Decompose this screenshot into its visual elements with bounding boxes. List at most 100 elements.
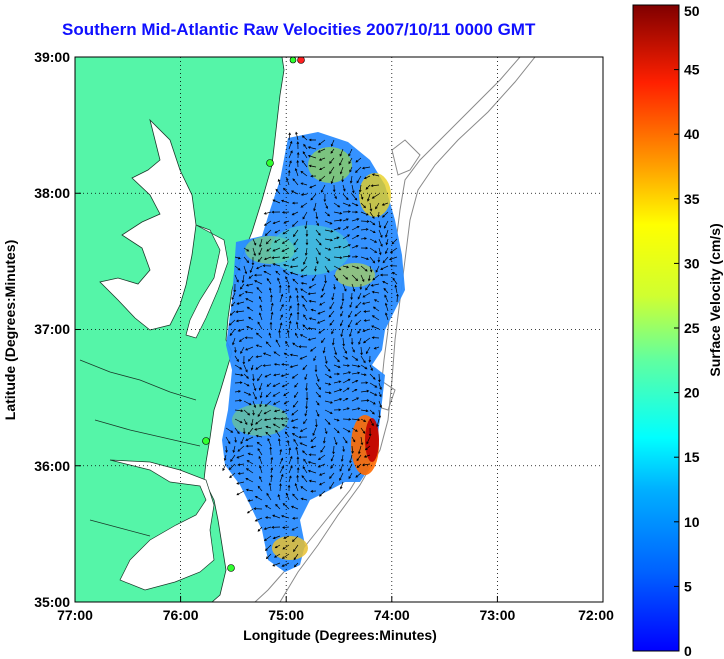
velocity-arrow xyxy=(377,256,381,263)
velocity-arrow xyxy=(368,427,372,437)
velocity-arrow xyxy=(222,463,227,472)
velocity-arrow xyxy=(371,173,380,177)
velocity-arrow xyxy=(231,292,236,301)
velocity-arrow xyxy=(281,514,290,519)
velocity-arrow xyxy=(272,514,281,519)
velocity-arrow xyxy=(279,483,282,492)
velocity-arrow xyxy=(262,352,272,357)
velocity-arrow xyxy=(244,336,254,340)
velocity-arrow xyxy=(289,271,299,276)
velocity-arrow xyxy=(243,382,250,387)
velocity-arrow xyxy=(244,290,254,294)
velocity-arrow xyxy=(296,456,300,465)
velocity-arrow xyxy=(342,226,349,231)
velocity-arrow xyxy=(304,373,308,381)
velocity-arrow xyxy=(301,475,308,483)
velocity-arrow xyxy=(370,184,380,188)
velocity-arrow xyxy=(381,202,389,206)
velocity-arrow xyxy=(289,353,299,357)
velocity-arrow xyxy=(291,256,299,261)
velocity-arrow xyxy=(333,227,341,231)
colorbar-tick-label: 20 xyxy=(684,385,700,401)
station-marker-1 xyxy=(297,57,305,64)
velocity-arrow xyxy=(360,220,370,223)
velocity-arrow xyxy=(234,274,239,283)
velocity-arrow xyxy=(246,508,254,514)
velocity-arrow xyxy=(252,391,257,400)
velocity-arrow xyxy=(281,247,290,252)
lon-tick-label: 75:00 xyxy=(268,607,304,623)
velocity-arrow xyxy=(266,277,272,285)
velocity-arrow xyxy=(264,373,272,378)
velocity-arrow xyxy=(360,389,370,393)
velocity-arrow xyxy=(303,256,308,265)
velocity-arrow xyxy=(391,272,398,276)
velocity-arrow xyxy=(342,427,351,433)
velocity-arrow xyxy=(291,535,299,543)
velocity-arrow xyxy=(324,355,328,364)
velocity-arrow xyxy=(348,472,353,480)
velocity-arrow xyxy=(351,407,361,411)
velocity-arrow xyxy=(351,379,359,384)
velocity-arrow xyxy=(351,218,360,222)
velocity-arrow xyxy=(288,455,293,465)
velocity-arrow xyxy=(270,311,274,321)
colorbar-ticks: 0 5 10 15 20 25 30 35 40 45 50 xyxy=(674,3,700,659)
velocity-arrow xyxy=(246,325,254,330)
velocity-arrow xyxy=(329,166,335,175)
velocity-arrow xyxy=(308,164,317,168)
velocity-arrow xyxy=(384,312,389,321)
velocity-arrow xyxy=(324,256,331,261)
velocity-arrow xyxy=(281,562,290,567)
velocity-arrow xyxy=(292,342,299,348)
colorbar-tick-label: 10 xyxy=(684,514,700,530)
velocity-arrow xyxy=(225,445,228,454)
velocity-arrow xyxy=(272,391,281,397)
velocity-arrow xyxy=(234,427,240,435)
velocity-arrow xyxy=(348,463,353,472)
velocity-arrow xyxy=(372,306,380,312)
velocity-arrow xyxy=(296,311,300,321)
velocity-arrow xyxy=(342,387,350,393)
velocity-arrow xyxy=(351,445,354,454)
velocity-arrow xyxy=(265,553,272,560)
velocity-arrow xyxy=(259,238,263,248)
lat-tick-label: 38:00 xyxy=(34,185,70,201)
velocity-arrow xyxy=(236,454,245,459)
velocity-arrow xyxy=(255,364,263,370)
velocity-arrow xyxy=(288,312,293,321)
velocity-arrow xyxy=(296,151,300,159)
velocity-arrow xyxy=(259,391,263,399)
velocity-arrow xyxy=(291,409,299,416)
velocity-arrow xyxy=(300,274,308,278)
velocity-arrow xyxy=(272,199,281,204)
velocity-arrow xyxy=(342,184,346,192)
velocity-patch-2 xyxy=(308,147,352,183)
velocity-arrow xyxy=(229,328,236,336)
velocity-arrow xyxy=(378,382,382,391)
velocity-arrow xyxy=(315,229,321,236)
velocity-arrow xyxy=(333,355,340,363)
velocity-arrow xyxy=(271,525,281,529)
velocity-arrow xyxy=(313,202,317,212)
velocity-arrow xyxy=(349,166,353,173)
velocity-arrow xyxy=(288,160,292,168)
velocity-arrow xyxy=(330,148,335,154)
lat-tick-label: 36:00 xyxy=(34,458,70,474)
velocity-arrow xyxy=(231,301,236,307)
velocity-arrow xyxy=(265,425,272,429)
velocity-arrow xyxy=(299,355,308,360)
velocity-arrow xyxy=(370,283,380,287)
velocity-arrow xyxy=(307,337,317,341)
velocity-arrow xyxy=(293,438,299,447)
velocity-arrow xyxy=(385,247,389,255)
velocity-arrow xyxy=(318,175,326,182)
velocity-arrow xyxy=(292,278,299,285)
velocity-arrow xyxy=(293,238,299,246)
colorbar-tick-label: 35 xyxy=(684,191,700,207)
velocity-arrow xyxy=(264,400,272,407)
velocity-arrow xyxy=(360,381,369,385)
velocity-arrow xyxy=(378,409,382,419)
velocity-arrow xyxy=(288,140,293,150)
velocity-arrow xyxy=(333,427,340,434)
